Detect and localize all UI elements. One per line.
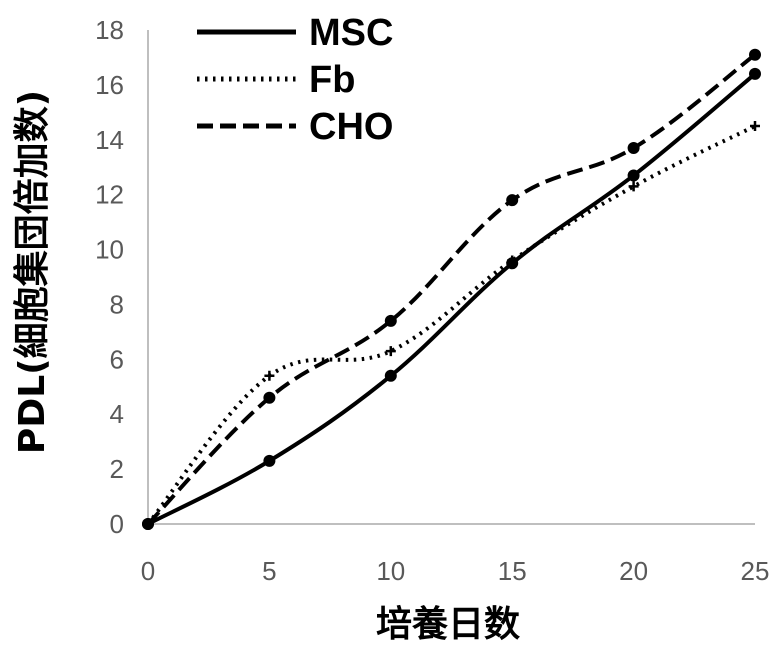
series-line-cho: [146, 53, 757, 526]
y-tick-label: 10: [95, 235, 124, 265]
legend: MSC Fb CHO: [197, 12, 393, 148]
x-tick-label: 25: [741, 556, 770, 586]
series-line-msc: [147, 72, 757, 526]
y-tick-label: 2: [110, 454, 124, 484]
legend-label-fb: Fb: [309, 59, 355, 101]
data-point-cho: [627, 142, 640, 155]
x-axis-title: 培養日数: [376, 604, 520, 645]
y-tick-label: 4: [110, 399, 124, 429]
x-tick-label: 15: [498, 556, 527, 586]
data-point-fb: [264, 370, 275, 381]
data-point-cho: [749, 48, 761, 61]
series-lines: [146, 53, 757, 526]
axes: [147, 30, 755, 525]
y-tick-label: 6: [110, 344, 124, 374]
legend-label-msc: MSC: [309, 12, 393, 54]
series-line-fb: [146, 124, 756, 526]
data-point-msc: [627, 169, 640, 182]
x-tick-labels: 0 5 10 15 20 25: [141, 556, 770, 586]
data-point-cho: [142, 518, 154, 530]
data-point-cho: [263, 391, 276, 404]
y-tick-label: 0: [110, 509, 124, 539]
data-markers: [142, 48, 761, 530]
legend-label-cho: CHO: [309, 106, 393, 148]
data-point-fb: [385, 346, 396, 357]
y-tick-label: 14: [95, 125, 124, 155]
y-tick-labels: 0 2 4 6 8 10 12 14 16 18: [95, 15, 124, 539]
data-point-msc: [749, 67, 761, 80]
data-point-msc: [384, 369, 397, 382]
x-tick-label: 5: [262, 556, 276, 586]
y-tick-label: 18: [95, 15, 124, 45]
data-point-cho: [506, 194, 519, 207]
data-point-fb: [750, 121, 760, 132]
y-tick-label: 8: [110, 289, 124, 319]
x-tick-label: 0: [141, 556, 155, 586]
y-tick-label: 12: [95, 180, 124, 210]
data-point-cho: [384, 314, 397, 327]
data-point-fb: [628, 181, 639, 192]
data-point-msc: [263, 454, 276, 467]
x-tick-label: 20: [619, 556, 648, 586]
y-axis-title: PDL(細胞集団倍加数): [12, 90, 53, 454]
y-tick-label: 16: [95, 70, 124, 100]
x-tick-label: 10: [376, 556, 405, 586]
data-point-fb: [507, 255, 518, 266]
